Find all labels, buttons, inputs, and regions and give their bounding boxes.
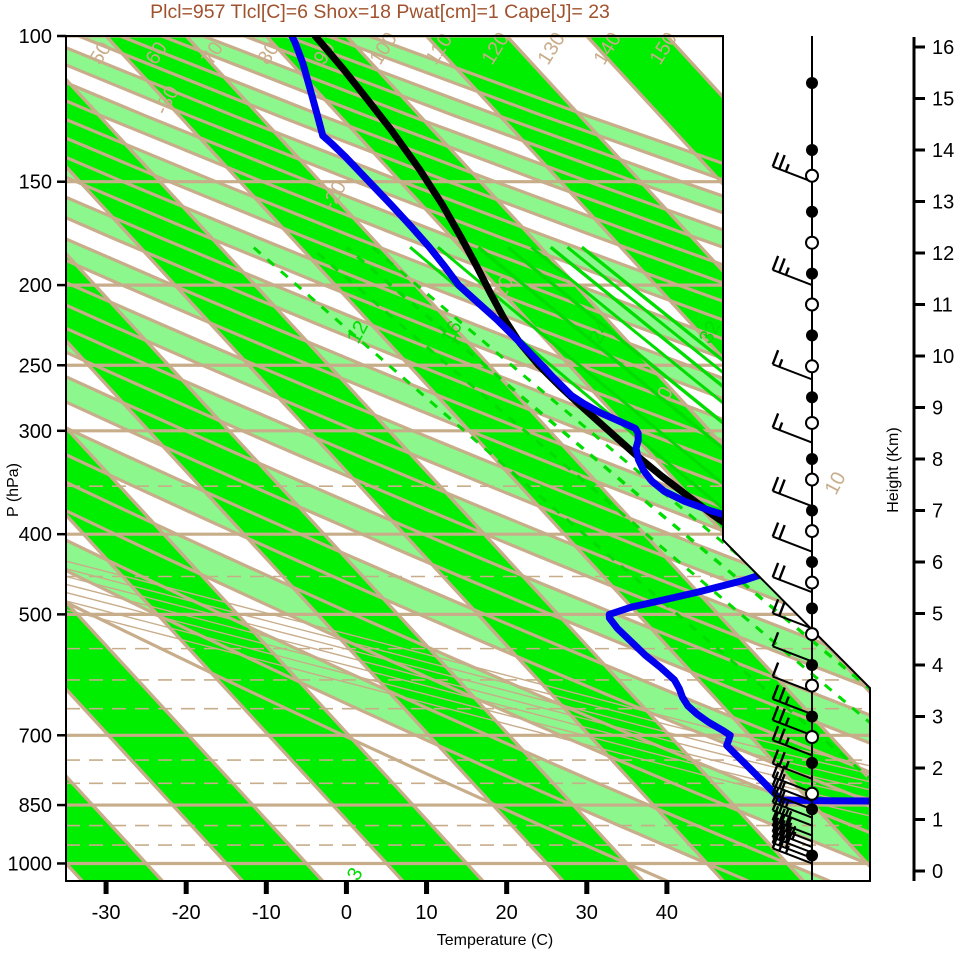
wind-barb-layer xyxy=(771,36,819,881)
wind-barb xyxy=(771,522,813,553)
height-tick-label: 11 xyxy=(932,295,953,317)
height-marker-open xyxy=(805,786,819,801)
height-axis-label: Height (Km) xyxy=(885,427,902,512)
pressure-tick-label: 700 xyxy=(19,725,52,747)
temperature-tick-label: 40 xyxy=(656,902,678,924)
wind-barb xyxy=(771,598,813,630)
temperature-tick-label: 30 xyxy=(576,902,598,924)
height-tick-label: 13 xyxy=(932,192,954,214)
wind-barb xyxy=(771,725,813,757)
wind-barb xyxy=(771,152,813,183)
wind-barb xyxy=(771,817,813,848)
height-tick-label: 16 xyxy=(932,37,954,59)
height-tick-label: 5 xyxy=(932,604,943,626)
wind-barb xyxy=(771,705,813,737)
pressure-tick-label: 150 xyxy=(19,172,52,194)
height-tick-label: 9 xyxy=(932,398,943,420)
height-marker-filled xyxy=(806,144,818,156)
wind-barb xyxy=(771,413,813,444)
temperature-tick-label: 20 xyxy=(496,902,518,924)
x-axis-label: Temperature (C) xyxy=(437,932,553,949)
height-marker-filled xyxy=(806,602,818,615)
height-marker-filled xyxy=(806,504,818,517)
height-marker-open xyxy=(805,359,819,374)
height-marker-filled xyxy=(806,267,818,280)
wind-barb xyxy=(771,811,813,843)
wind-barb xyxy=(771,255,813,287)
pressure-tick-label: 250 xyxy=(19,355,52,377)
height-marker-filled xyxy=(806,659,818,671)
wind-barb xyxy=(771,562,813,594)
height-marker-open xyxy=(805,627,819,642)
pressure-tick-label: 400 xyxy=(19,524,52,546)
wind-barb xyxy=(771,822,813,854)
wind-barb xyxy=(771,828,813,859)
temperature-tick-label: 0 xyxy=(341,902,352,924)
pressure-tick-label: 100 xyxy=(19,26,52,48)
height-tick-label: 10 xyxy=(932,346,954,368)
height-tick-label: 6 xyxy=(932,552,943,574)
height-tick-label: 14 xyxy=(932,140,954,162)
height-tick-label: 8 xyxy=(932,449,943,471)
temperature-tick-label: -10 xyxy=(252,902,281,924)
wind-barb xyxy=(771,833,813,865)
pressure-tick-label: 500 xyxy=(19,604,52,626)
pressure-tick-label: 200 xyxy=(19,275,52,297)
height-marker-filled xyxy=(806,329,818,342)
height-marker-filled xyxy=(806,453,818,465)
height-tick-label: 3 xyxy=(932,707,943,729)
page-title: Plcl=957 Tlcl[C]=6 Shox=18 Pwat[cm]=1 Ca… xyxy=(150,1,610,23)
pressure-tick-label: 850 xyxy=(19,795,52,817)
height-tick-label: 4 xyxy=(932,655,943,677)
wind-barb xyxy=(771,684,813,716)
height-tick-label: 0 xyxy=(932,861,943,883)
temperature-tick-label: -30 xyxy=(92,902,121,924)
wind-barb xyxy=(771,349,813,381)
y-axis-label: P (hPa) xyxy=(5,463,22,517)
wind-barb xyxy=(771,476,813,508)
height-marker-filled xyxy=(806,205,818,218)
height-tick-label: 1 xyxy=(932,810,943,832)
height-marker-filled xyxy=(806,849,818,862)
temperature-tick-label: 10 xyxy=(415,902,437,924)
wind-barb xyxy=(771,749,813,780)
temperature-tick-label: -20 xyxy=(172,902,201,924)
height-marker-open xyxy=(805,524,819,539)
pressure-tick-label: 300 xyxy=(19,421,52,443)
height-tick-label: 12 xyxy=(932,243,954,265)
height-marker-filled xyxy=(806,803,818,816)
height-tick-label: 7 xyxy=(932,501,943,523)
height-marker-open xyxy=(805,297,819,312)
height-marker-filled xyxy=(806,556,818,568)
pressure-tick-label: 1000 xyxy=(8,853,53,875)
wind-barb xyxy=(771,631,813,663)
height-marker-filled xyxy=(806,391,818,404)
height-marker-open xyxy=(805,235,819,250)
plot-frame xyxy=(65,35,871,882)
height-marker-open xyxy=(805,730,819,745)
height-tick-label: 2 xyxy=(932,758,943,780)
height-tick-label: 15 xyxy=(932,89,954,111)
height-marker-filled xyxy=(806,77,818,90)
height-marker-filled xyxy=(806,710,818,723)
height-marker-open xyxy=(805,168,819,183)
height-marker-open xyxy=(805,472,819,487)
height-marker-open xyxy=(805,415,819,430)
wind-barb xyxy=(771,662,813,693)
height-marker-filled xyxy=(806,756,818,769)
height-marker-open xyxy=(805,575,819,590)
wind-barb xyxy=(771,805,813,837)
height-marker-open xyxy=(805,678,819,693)
